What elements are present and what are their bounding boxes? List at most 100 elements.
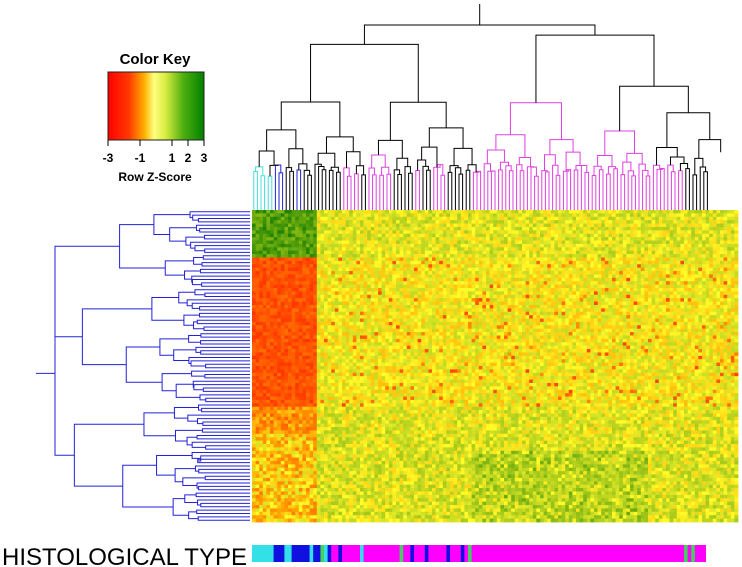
heatmap-cell bbox=[626, 247, 631, 252]
heatmap-cell bbox=[309, 247, 314, 252]
heatmap-cell bbox=[324, 318, 328, 323]
heatmap-cell bbox=[324, 267, 328, 272]
heatmap-cell bbox=[262, 223, 267, 228]
heatmap-cell bbox=[302, 311, 307, 316]
heatmap-cell bbox=[576, 257, 580, 262]
column-dendrogram-branch bbox=[436, 164, 444, 210]
heatmap-cell bbox=[363, 298, 368, 302]
heatmap-cell bbox=[507, 301, 512, 306]
heatmap-cell bbox=[450, 298, 454, 302]
heatmap-cell bbox=[597, 250, 602, 255]
heatmap-cell bbox=[392, 318, 397, 323]
heatmap-cell bbox=[252, 250, 256, 255]
heatmap-cell bbox=[482, 237, 487, 241]
heatmap-cell bbox=[442, 301, 447, 306]
heatmap-cell bbox=[388, 318, 393, 323]
heatmap-cell bbox=[280, 260, 285, 265]
heatmap-cell bbox=[590, 277, 595, 282]
heatmap-cell bbox=[723, 243, 728, 248]
heatmap-cell bbox=[356, 250, 361, 255]
heatmap-cell bbox=[270, 247, 274, 252]
heatmap-cell bbox=[327, 257, 332, 262]
heatmap-cell bbox=[435, 291, 440, 296]
heatmap-cell bbox=[374, 294, 379, 299]
heatmap-cell bbox=[705, 226, 710, 231]
heatmap-cell bbox=[421, 325, 426, 330]
heatmap-cell bbox=[511, 247, 516, 252]
heatmap-cell bbox=[720, 216, 724, 221]
heatmap-cell bbox=[550, 243, 555, 248]
heatmap-cell bbox=[316, 311, 321, 316]
heatmap-cell bbox=[345, 233, 350, 238]
heatmap-cell bbox=[324, 250, 328, 255]
heatmap-cell bbox=[514, 271, 519, 275]
heatmap-cell bbox=[723, 325, 728, 330]
heatmap-cell bbox=[435, 325, 440, 330]
heatmap-cell bbox=[316, 264, 321, 269]
heatmap-cell bbox=[583, 267, 588, 272]
heatmap-cell bbox=[446, 298, 451, 302]
heatmap-cell bbox=[655, 213, 660, 218]
heatmap-cell bbox=[604, 230, 609, 235]
heatmap-cell bbox=[583, 233, 588, 238]
heatmap-cell bbox=[640, 321, 645, 326]
heatmap-cell bbox=[558, 223, 562, 228]
heatmap-cell bbox=[421, 298, 426, 302]
column-dendrogram-branch bbox=[593, 165, 602, 176]
heatmap-cell bbox=[392, 260, 397, 265]
heatmap-cell bbox=[385, 226, 390, 231]
heatmap-cell bbox=[298, 304, 303, 309]
heatmap-cell bbox=[698, 257, 703, 262]
heatmap-cell bbox=[626, 321, 631, 326]
heatmap-cell bbox=[460, 271, 465, 275]
heatmap-cell bbox=[601, 271, 606, 275]
heatmap-cell bbox=[633, 281, 638, 286]
heatmap-cell bbox=[410, 301, 415, 306]
heatmap-cell bbox=[565, 291, 570, 296]
heatmap-cell bbox=[378, 254, 382, 258]
heatmap-cell bbox=[655, 318, 660, 323]
heatmap-cell bbox=[507, 250, 512, 255]
heatmap-cell bbox=[378, 277, 382, 282]
heatmap-cell bbox=[414, 247, 418, 252]
heatmap-cell bbox=[295, 291, 300, 296]
heatmap-cell bbox=[252, 291, 256, 296]
heatmap-cell bbox=[284, 260, 289, 265]
heatmap-cell bbox=[367, 277, 372, 282]
heatmap-cell bbox=[298, 284, 303, 289]
heatmap-cell bbox=[640, 288, 645, 292]
heatmap-cell bbox=[504, 274, 508, 279]
heatmap-cell bbox=[460, 315, 465, 319]
heatmap-cell bbox=[338, 267, 343, 272]
heatmap-cell bbox=[262, 216, 267, 221]
heatmap-cell bbox=[590, 267, 595, 272]
heatmap-cell bbox=[687, 213, 692, 218]
heatmap-cell bbox=[525, 220, 530, 224]
heatmap-cell bbox=[644, 210, 649, 214]
heatmap-cell bbox=[640, 247, 645, 252]
heatmap-cell bbox=[604, 271, 609, 275]
heatmap-cell bbox=[648, 250, 652, 255]
heatmap-cell bbox=[525, 281, 530, 286]
heatmap-cell bbox=[457, 281, 462, 286]
heatmap-cell bbox=[633, 315, 638, 319]
heatmap-cell bbox=[630, 216, 634, 221]
heatmap-cell bbox=[252, 216, 256, 221]
heatmap-cell bbox=[507, 267, 512, 272]
heatmap-cell bbox=[280, 264, 285, 269]
heatmap-cell bbox=[518, 271, 523, 275]
heatmap-cell bbox=[284, 243, 289, 248]
heatmap-cell bbox=[687, 220, 692, 224]
heatmap-cell bbox=[712, 210, 717, 214]
heatmap-cell bbox=[450, 277, 454, 282]
heatmap-cell bbox=[676, 247, 681, 252]
heatmap-cell bbox=[694, 298, 699, 302]
heatmap-cell bbox=[460, 237, 465, 241]
heatmap-cell bbox=[637, 301, 642, 306]
heatmap-cell bbox=[612, 210, 616, 214]
heatmap-cell bbox=[676, 321, 681, 326]
heatmap-cell bbox=[687, 216, 692, 221]
heatmap-cell bbox=[680, 315, 685, 319]
heatmap-cell bbox=[608, 315, 613, 319]
heatmap-cell bbox=[381, 311, 386, 316]
